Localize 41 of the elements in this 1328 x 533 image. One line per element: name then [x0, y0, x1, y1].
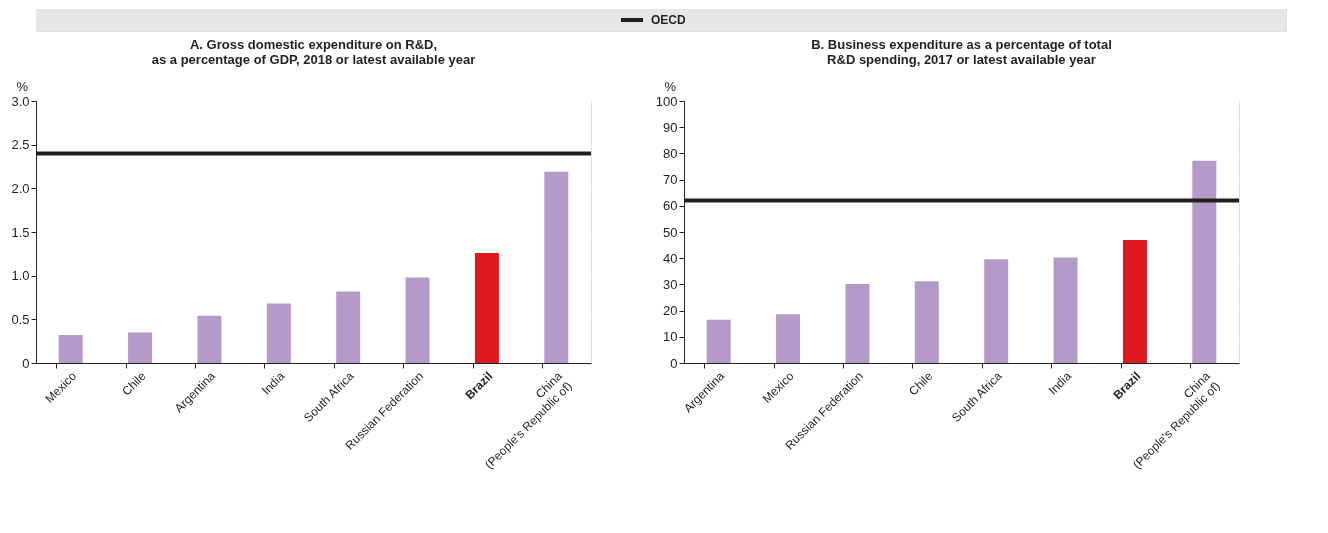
bar — [128, 332, 153, 363]
y-tick-label: 50 — [663, 224, 678, 240]
legend-label: OECD — [651, 13, 686, 27]
y-tick-label: 10 — [663, 329, 678, 345]
y-tick-label: 0 — [670, 355, 678, 371]
text: as a percentage of GDP, 2018 or latest available year — [151, 52, 476, 67]
bar — [1122, 240, 1147, 363]
bar — [405, 277, 430, 363]
y-tick-label: 100 — [655, 93, 678, 109]
bar — [845, 283, 870, 363]
y-tick-label: 90 — [663, 119, 678, 135]
bar — [544, 171, 569, 363]
y-tick-label: 1.5 — [11, 224, 30, 240]
y-tick-label: 0 — [22, 355, 30, 371]
bar — [914, 281, 939, 363]
y-axis-title: % — [664, 79, 677, 94]
bar — [266, 303, 291, 363]
bar — [1192, 160, 1217, 363]
y-tick-label: 2.0 — [11, 180, 30, 196]
text: B. Business expenditure as a percentage of total — [811, 37, 1112, 52]
y-tick-label: 2.5 — [11, 137, 30, 153]
bar — [776, 314, 801, 363]
y-tick-label: 70 — [663, 172, 678, 188]
bar — [1053, 257, 1078, 363]
y-tick-label: 1.0 — [11, 268, 30, 284]
bar — [474, 252, 499, 363]
text: A. Gross domestic expenditure on R&D, — [189, 37, 438, 52]
y-tick-label: 3.0 — [11, 93, 30, 109]
y-tick-label: 20 — [663, 303, 678, 319]
bar — [197, 315, 222, 363]
y-tick-label: 30 — [663, 276, 678, 292]
bar — [706, 319, 731, 363]
y-tick-label: 80 — [663, 145, 678, 161]
bar — [336, 291, 361, 363]
text: R&D spending, 2017 or latest available year — [827, 52, 1096, 67]
y-tick-label: 40 — [663, 250, 678, 266]
bar — [984, 259, 1009, 363]
y-tick-label: 60 — [663, 198, 678, 214]
bar — [58, 335, 83, 363]
y-tick-label: 0.5 — [11, 311, 30, 327]
y-axis-title: % — [16, 79, 29, 94]
